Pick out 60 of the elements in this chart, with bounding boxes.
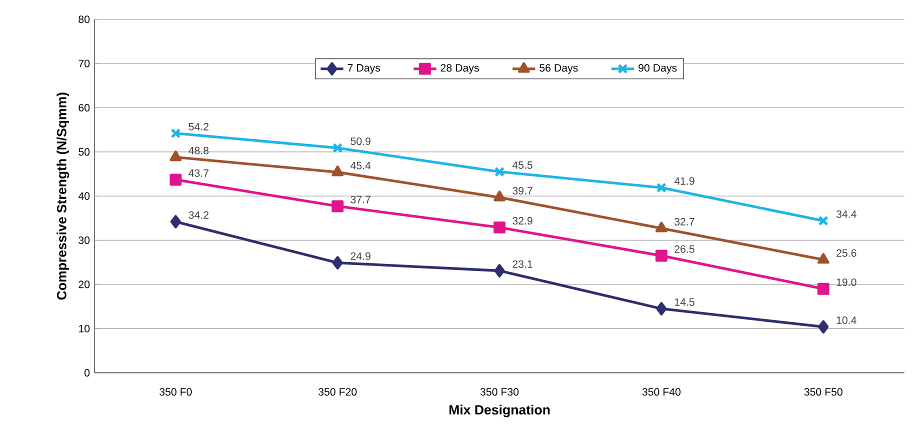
point bbox=[655, 250, 668, 262]
y-tick-label: 70 bbox=[78, 60, 90, 68]
data-label: 39.7 bbox=[512, 186, 532, 194]
point bbox=[332, 200, 344, 212]
x-tick-label: 350 F30 bbox=[480, 388, 519, 396]
data-label: 24.9 bbox=[350, 252, 370, 260]
data-label: 54.2 bbox=[188, 122, 208, 130]
y-axis-title: Compressive Strength (N/Sqmm) bbox=[56, 92, 70, 300]
data-label: 10.4 bbox=[836, 316, 856, 324]
data-label: 25.6 bbox=[836, 249, 856, 257]
point bbox=[817, 282, 830, 295]
point bbox=[170, 214, 181, 228]
legend-label: 7 Days bbox=[348, 64, 380, 74]
data-label: 45.4 bbox=[350, 162, 371, 170]
data-label: 43.7 bbox=[188, 169, 208, 177]
x-tick-label: 350 F0 bbox=[160, 388, 192, 396]
y-tick-label: 40 bbox=[78, 192, 90, 200]
data-label: 50.9 bbox=[350, 137, 370, 145]
data-label: 19.0 bbox=[836, 278, 856, 286]
point bbox=[332, 165, 344, 176]
point bbox=[817, 252, 830, 264]
legend-label: 90 Days bbox=[638, 64, 677, 74]
data-label: 14.5 bbox=[674, 298, 694, 306]
x-tick-label: 350 F40 bbox=[642, 388, 681, 396]
point bbox=[170, 128, 181, 138]
data-label: 45.5 bbox=[512, 161, 532, 169]
x-axis-title: Mix Designation bbox=[449, 404, 550, 418]
point bbox=[170, 150, 182, 162]
legend-label: 28 Days bbox=[440, 64, 479, 74]
x-tick-label: 350 F20 bbox=[318, 388, 357, 396]
x-tick-label: 350 F50 bbox=[804, 388, 842, 396]
data-label: 26.5 bbox=[674, 245, 694, 253]
point bbox=[332, 256, 343, 270]
point bbox=[332, 142, 343, 153]
point bbox=[170, 174, 182, 186]
y-tick-label: 10 bbox=[79, 324, 90, 332]
data-label: 23.1 bbox=[512, 260, 532, 268]
point bbox=[656, 302, 667, 316]
point bbox=[656, 182, 667, 193]
point bbox=[494, 166, 505, 177]
y-tick-label: 30 bbox=[78, 236, 90, 244]
y-tick-label: 80 bbox=[78, 16, 90, 24]
data-label: 48.8 bbox=[188, 146, 209, 154]
point bbox=[818, 216, 828, 226]
y-tick-label: 20 bbox=[78, 280, 90, 288]
data-label: 41.9 bbox=[674, 177, 694, 185]
point bbox=[818, 320, 829, 334]
data-label: 34.4 bbox=[836, 210, 856, 218]
point bbox=[494, 190, 506, 202]
data-label: 37.7 bbox=[350, 196, 370, 204]
y-tick-label: 50 bbox=[78, 148, 90, 156]
legend-label: 56 Days bbox=[540, 64, 578, 74]
data-label: 32.9 bbox=[512, 216, 532, 224]
data-label: 32.7 bbox=[674, 218, 694, 226]
y-tick-label: 0 bbox=[84, 368, 90, 376]
point bbox=[494, 221, 506, 234]
data-label: 34.2 bbox=[188, 211, 208, 219]
point bbox=[494, 264, 505, 278]
y-tick-label: 60 bbox=[78, 104, 90, 112]
point bbox=[656, 222, 668, 232]
